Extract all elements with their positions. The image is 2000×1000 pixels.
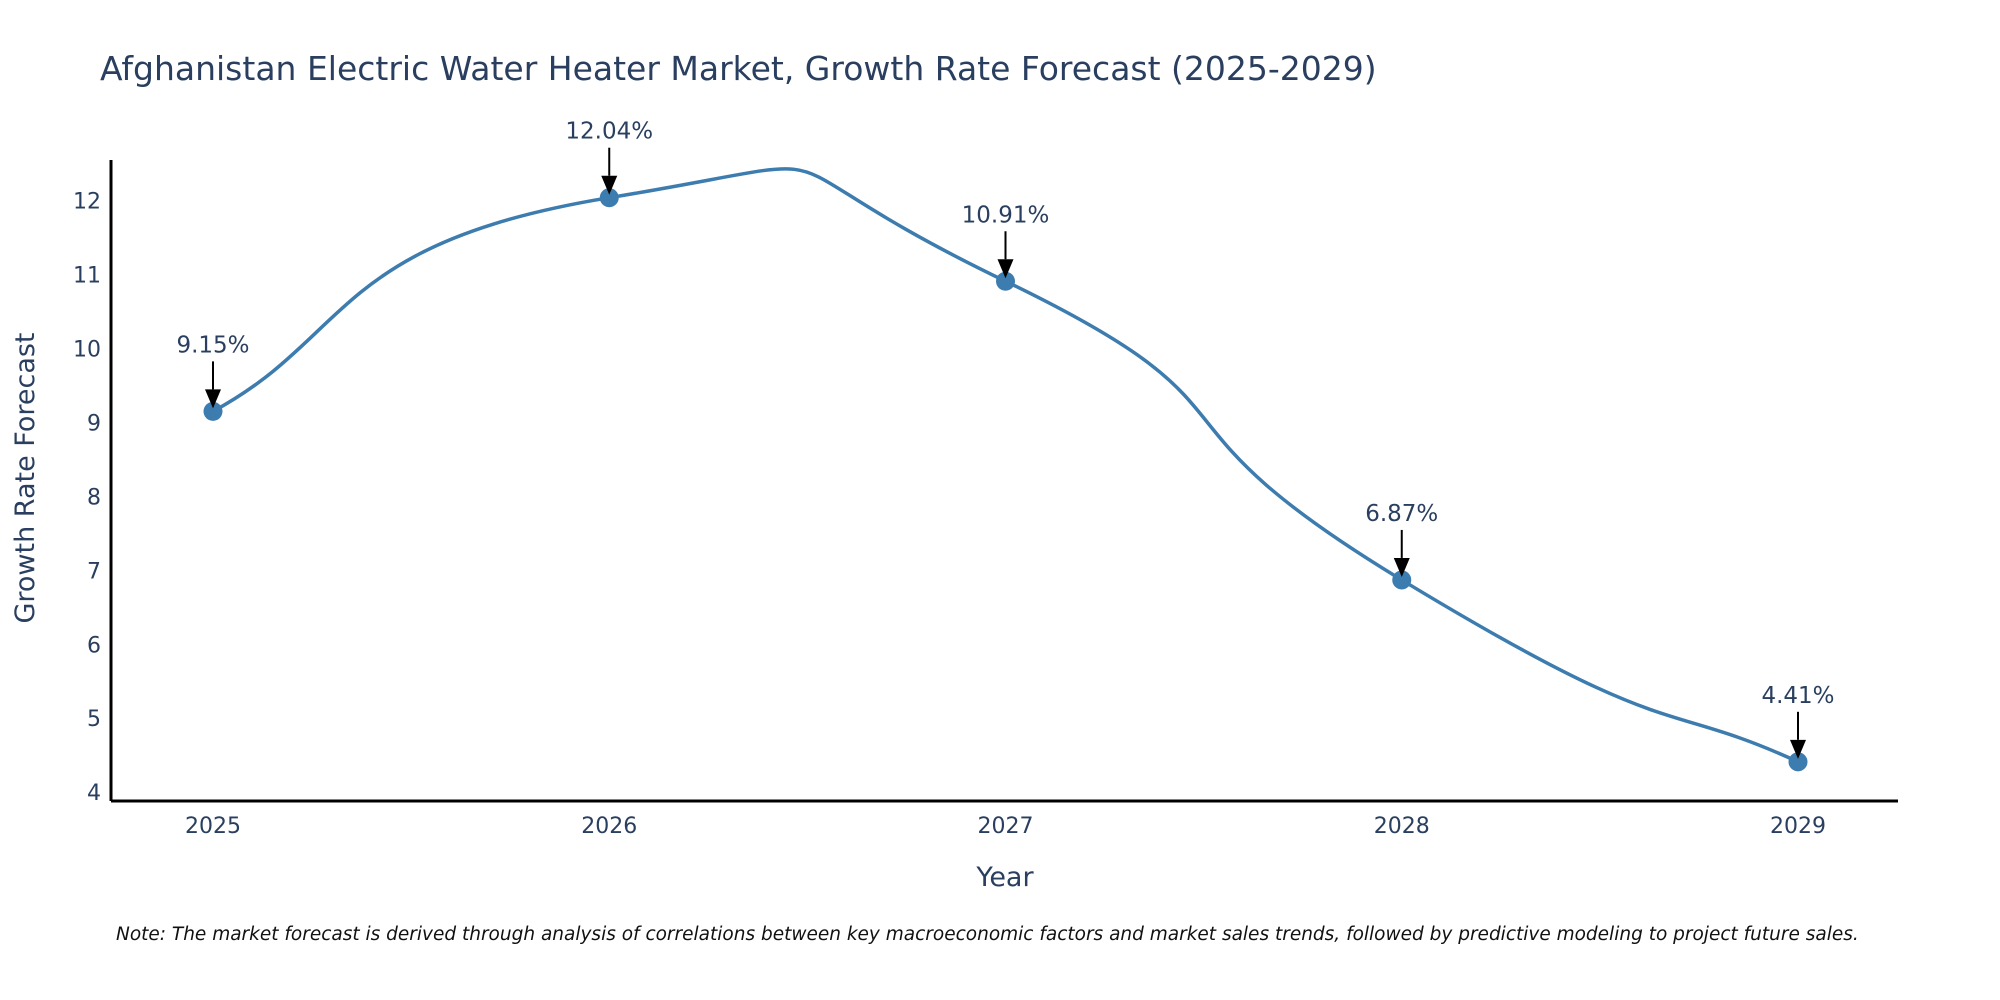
data-point bbox=[1788, 752, 1808, 772]
plot-area: 4 5 6 7 8 9 10 11 12 2025 2026 2027 2028 2029 9.15% 12.… bbox=[73, 119, 1898, 839]
y-axis-title: Growth Rate Forecast bbox=[10, 332, 41, 623]
x-tick-label: 2025 bbox=[185, 814, 241, 839]
y-tick-label: 11 bbox=[73, 264, 101, 289]
y-tick-label: 10 bbox=[73, 338, 101, 363]
x-axis-title: Year bbox=[975, 862, 1034, 893]
y-tick-label: 8 bbox=[87, 485, 101, 510]
annotation-arrowhead bbox=[1393, 557, 1410, 577]
footnote: Note: The market forecast is derived thr… bbox=[116, 924, 1859, 945]
data-label: 12.04% bbox=[565, 119, 653, 145]
annotation-arrowhead bbox=[1790, 739, 1806, 759]
data-point bbox=[203, 401, 223, 421]
y-tick-label: 6 bbox=[87, 633, 101, 658]
data-label: 6.87% bbox=[1365, 501, 1438, 527]
y-tick-label: 5 bbox=[87, 707, 101, 732]
chart-title: Afghanistan Electric Water Heater Market… bbox=[100, 49, 1377, 88]
y-tick-label: 9 bbox=[87, 411, 101, 436]
x-tick-label: 2027 bbox=[978, 814, 1034, 839]
x-tick-label: 2029 bbox=[1770, 814, 1826, 839]
x-tick-label: 2026 bbox=[581, 814, 637, 839]
data-label: 9.15% bbox=[176, 332, 249, 358]
data-point bbox=[1392, 570, 1412, 590]
y-tick-label: 4 bbox=[87, 781, 101, 806]
data-label: 10.91% bbox=[962, 202, 1050, 228]
data-label: 4.41% bbox=[1761, 683, 1834, 709]
data-point bbox=[599, 188, 619, 208]
y-tick-label: 12 bbox=[73, 190, 101, 215]
annotation-arrowhead bbox=[601, 175, 618, 195]
annotation-arrowhead bbox=[997, 259, 1014, 279]
x-tick-label: 2028 bbox=[1374, 814, 1430, 839]
data-point bbox=[996, 271, 1015, 291]
y-tick-label: 7 bbox=[87, 559, 101, 584]
annotation-arrowhead bbox=[205, 389, 221, 409]
